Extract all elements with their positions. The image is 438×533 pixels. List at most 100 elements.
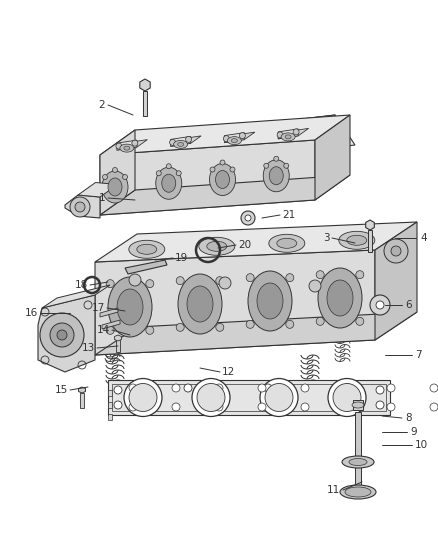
Circle shape (333, 384, 361, 411)
Circle shape (286, 273, 294, 281)
Ellipse shape (347, 235, 367, 245)
Circle shape (344, 384, 352, 392)
Polygon shape (375, 222, 417, 340)
Circle shape (430, 384, 438, 392)
Ellipse shape (108, 277, 152, 337)
Ellipse shape (120, 144, 134, 152)
Circle shape (192, 378, 230, 416)
Text: 14: 14 (97, 325, 110, 335)
Circle shape (260, 378, 298, 416)
Ellipse shape (349, 458, 367, 465)
Text: 11: 11 (327, 485, 340, 495)
Circle shape (57, 330, 67, 340)
Circle shape (113, 167, 117, 173)
Polygon shape (171, 136, 191, 147)
Ellipse shape (215, 171, 230, 189)
Bar (80, 393, 84, 408)
Circle shape (284, 163, 289, 168)
Ellipse shape (248, 271, 292, 331)
Text: 21: 21 (282, 210, 295, 220)
Text: 7: 7 (415, 350, 422, 360)
Ellipse shape (156, 167, 182, 199)
Ellipse shape (318, 268, 362, 328)
Text: 3: 3 (323, 233, 330, 243)
Text: 8: 8 (405, 413, 412, 423)
Circle shape (376, 301, 384, 309)
Ellipse shape (178, 274, 222, 334)
Text: 10: 10 (415, 440, 428, 450)
Ellipse shape (108, 178, 122, 196)
Text: 9: 9 (410, 427, 417, 437)
Ellipse shape (137, 244, 157, 254)
Circle shape (184, 384, 192, 392)
Circle shape (50, 323, 74, 347)
Ellipse shape (345, 487, 371, 497)
Ellipse shape (162, 174, 176, 192)
Circle shape (328, 378, 366, 416)
Circle shape (70, 197, 90, 217)
Circle shape (309, 280, 321, 292)
Circle shape (316, 317, 324, 325)
Ellipse shape (352, 402, 364, 408)
Circle shape (215, 403, 223, 411)
Ellipse shape (129, 240, 165, 259)
Circle shape (344, 384, 352, 392)
Circle shape (391, 246, 401, 256)
Ellipse shape (199, 237, 235, 255)
Polygon shape (38, 295, 95, 372)
Polygon shape (95, 312, 417, 355)
Text: 19: 19 (175, 253, 188, 263)
Circle shape (293, 129, 299, 135)
Polygon shape (278, 128, 309, 139)
Polygon shape (108, 380, 390, 415)
Bar (108, 402, 112, 408)
Circle shape (216, 324, 224, 332)
Circle shape (216, 277, 224, 285)
Polygon shape (102, 320, 120, 329)
Polygon shape (224, 132, 255, 143)
Circle shape (376, 401, 384, 409)
Circle shape (220, 160, 225, 165)
Ellipse shape (327, 280, 353, 316)
Circle shape (387, 384, 395, 392)
Circle shape (246, 320, 254, 328)
Circle shape (170, 139, 176, 146)
Text: 6: 6 (405, 300, 412, 310)
Text: 12: 12 (222, 367, 235, 377)
Circle shape (223, 135, 230, 142)
Polygon shape (100, 130, 135, 215)
Circle shape (430, 403, 438, 411)
Circle shape (129, 384, 157, 411)
Polygon shape (366, 220, 374, 230)
Text: 17: 17 (92, 303, 105, 313)
Polygon shape (125, 260, 167, 274)
Circle shape (387, 403, 395, 411)
Polygon shape (65, 195, 100, 218)
Circle shape (245, 215, 251, 221)
Ellipse shape (117, 289, 143, 325)
Circle shape (186, 136, 192, 142)
Circle shape (146, 280, 154, 288)
Circle shape (264, 384, 272, 392)
Circle shape (129, 384, 137, 392)
Circle shape (356, 317, 364, 325)
Circle shape (274, 156, 279, 161)
Circle shape (264, 163, 269, 168)
Bar (108, 390, 112, 396)
Polygon shape (130, 115, 335, 170)
Polygon shape (100, 115, 350, 155)
Circle shape (316, 271, 324, 279)
Circle shape (75, 202, 85, 212)
Bar (116, 338, 120, 352)
Circle shape (129, 274, 141, 286)
Circle shape (246, 273, 254, 281)
Text: 15: 15 (55, 385, 68, 395)
Ellipse shape (231, 139, 237, 143)
Circle shape (258, 384, 266, 392)
Text: 18: 18 (75, 280, 88, 290)
Ellipse shape (339, 231, 375, 249)
Circle shape (230, 167, 235, 172)
Polygon shape (117, 140, 147, 150)
Circle shape (123, 174, 127, 180)
Polygon shape (117, 140, 137, 150)
